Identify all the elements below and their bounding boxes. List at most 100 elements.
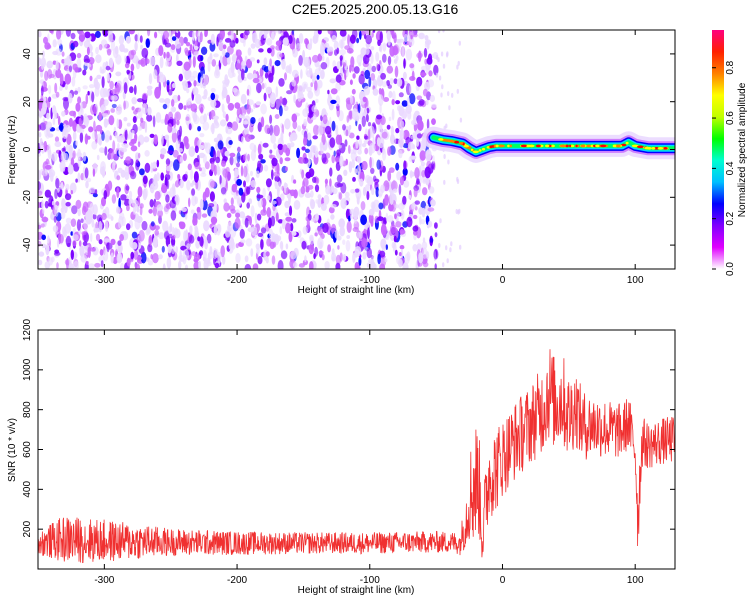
- spectrogram-noise-cell: [110, 108, 115, 113]
- spectrogram-noise-cell: [70, 249, 75, 260]
- spectrogram-noise-cell: [76, 123, 80, 133]
- spectrogram-noise-cell: [123, 55, 127, 64]
- spectrogram-noise-cell: [268, 228, 273, 238]
- spectrogram-noise-cell: [354, 188, 360, 193]
- spectrogram-noise-cell: [46, 60, 53, 69]
- spectrogram-noise-cell: [302, 49, 306, 61]
- spectrogram-noise-cell: [420, 65, 428, 72]
- spectrogram-noise-cell: [152, 176, 158, 186]
- spectrogram-noise-cell: [418, 99, 425, 106]
- spectrogram-noise-cell: [188, 49, 192, 56]
- spectrogram-noise-cell: [52, 60, 57, 65]
- spectrogram-noise-cell: [389, 193, 394, 205]
- spectrogram-noise-cell: [163, 39, 167, 46]
- spectrogram-noise-cell: [210, 92, 216, 101]
- spectrogram-noise-cell: [456, 88, 459, 94]
- spectrogram-noise-cell: [413, 113, 416, 123]
- spectrogram-noise-cell: [250, 117, 256, 124]
- spectrogram-noise-cell: [422, 261, 429, 268]
- spectrogram-noise-cell: [194, 145, 199, 154]
- spectrogram-noise-cell: [257, 232, 264, 237]
- spectrogram-noise-cell: [184, 213, 188, 220]
- spectrogram-signal-peak: [575, 144, 578, 148]
- spectrogram-noise-cell: [362, 96, 367, 103]
- spectrogram-noise-cell: [246, 58, 252, 69]
- spectrogram-noise-cell: [386, 65, 394, 74]
- spectrogram-noise-cell: [254, 212, 258, 224]
- spectrogram-noise-cell: [139, 35, 143, 43]
- spectrogram-noise-cell: [313, 124, 320, 136]
- spectrogram-noise-cell: [261, 82, 265, 90]
- spectrogram-noise-cell: [144, 150, 150, 157]
- spectrogram-noise-cell: [187, 163, 192, 171]
- snr-y-tick-label: 800: [22, 401, 33, 418]
- snr-y-tick-label: 600: [22, 441, 33, 458]
- spectrogram-noise-cell: [210, 33, 215, 45]
- spectrogram-noise-cell: [281, 218, 286, 230]
- spectrogram-noise-cell: [368, 76, 372, 88]
- spectrogram-noise-cell: [147, 243, 153, 253]
- spectrogram-noise-cell: [274, 181, 278, 190]
- spectrogram-noise-cell: [210, 99, 217, 108]
- spectrogram-noise-cell: [400, 248, 404, 259]
- spectrogram-noise-cell: [190, 103, 198, 112]
- spectrogram-noise-cell: [199, 115, 206, 125]
- spectrogram-noise-cell: [154, 190, 161, 201]
- spectrogram-noise-cell: [280, 131, 284, 142]
- spectrogram-noise-cell: [392, 242, 397, 253]
- spectrogram-noise-cell: [93, 106, 97, 115]
- spectrogram-noise-cell: [364, 135, 369, 140]
- spectrogram-noise-cell: [162, 220, 169, 232]
- spectrogram-noise-cell: [317, 194, 322, 200]
- spectrogram-noise-cell: [50, 30, 54, 35]
- spectrogram-noise-cell: [95, 124, 103, 132]
- spectrogram-noise-cell: [382, 53, 387, 63]
- spectrogram-noise-cell: [398, 149, 403, 159]
- spectrogram-signal-peak: [651, 147, 656, 150]
- spectrogram-noise-cell: [300, 69, 303, 79]
- spectrogram-noise-cell: [409, 76, 416, 81]
- spectrogram-noise-cell: [52, 117, 56, 126]
- spectrogram-noise-cell: [419, 150, 427, 161]
- spectrogram-noise-cell: [108, 57, 114, 68]
- spectrogram-noise-cell: [97, 133, 102, 145]
- spectrogram-noise-cell: [178, 102, 184, 110]
- spectrogram-noise-cell: [212, 247, 218, 260]
- spectrogram-noise-cell: [204, 31, 208, 38]
- spectrogram-noise-cell: [360, 201, 366, 211]
- spectrogram-noise-cell: [459, 117, 463, 123]
- spectrogram-noise-cell: [357, 103, 361, 114]
- spectrogram-noise-cell: [58, 124, 64, 131]
- spectrogram-noise-cell: [262, 142, 269, 148]
- spectrogram-noise-cell: [231, 183, 237, 193]
- spectrogram-noise-cell: [379, 31, 383, 44]
- spectrogram-noise-cell: [418, 207, 424, 215]
- spectrogram-noise-cell: [265, 178, 272, 188]
- spectrogram-noise-cell: [362, 54, 370, 65]
- spectrogram-noise-cell: [79, 131, 84, 143]
- spectrogram-noise-cell: [213, 115, 219, 121]
- spectrogram-noise-cell: [204, 239, 209, 250]
- spectrogram-noise-cell: [376, 114, 383, 120]
- spectrogram-noise-cell: [110, 216, 114, 221]
- spectrogram-noise-cell: [144, 162, 151, 173]
- spectrogram-noise-cell: [297, 85, 304, 96]
- spectrogram-noise-cell: [329, 167, 333, 177]
- spectrogram-noise-cell: [41, 234, 46, 241]
- spectrogram-noise-cell: [139, 168, 145, 176]
- spectrogram-noise-cell: [280, 250, 288, 260]
- spectrogram-noise-cell: [171, 99, 175, 107]
- spectrogram-noise-cell: [339, 49, 347, 56]
- spectrogram-noise-cell: [244, 217, 249, 228]
- spectrogram-noise-cell: [381, 81, 387, 88]
- spectrogram-noise-cell: [243, 180, 246, 188]
- spectrogram-noise-cell: [190, 168, 194, 180]
- spectrogram-noise-cell: [243, 165, 248, 178]
- spectrogram-noise-cell: [159, 98, 165, 103]
- spectrogram-noise-cell: [56, 239, 60, 248]
- spectrogram-noise-cell: [75, 140, 78, 146]
- spectrogram-noise-cell: [421, 170, 426, 178]
- spectrogram-noise-cell: [372, 30, 376, 33]
- spectrogram-noise-cell: [77, 96, 82, 104]
- spectrogram-noise-cell: [426, 57, 433, 65]
